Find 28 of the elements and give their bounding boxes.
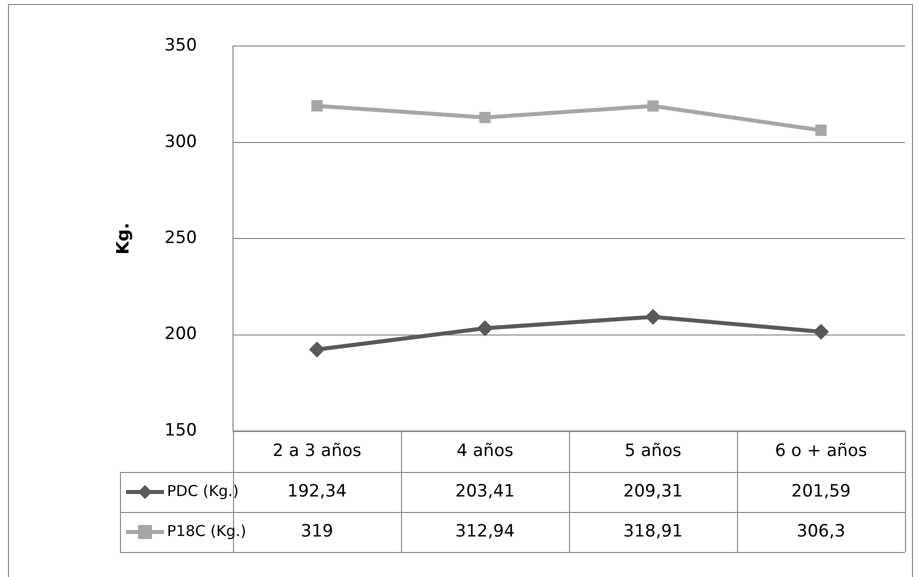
y-axis-title: Kg. (114, 222, 134, 255)
data-label: 312,94 (455, 521, 515, 542)
point (479, 112, 491, 124)
point (645, 308, 661, 325)
legend-label: P18C (Kg.) (167, 522, 246, 540)
y-tick-label: 250 (164, 228, 197, 248)
x-tick-label: 6 o + años (774, 440, 868, 461)
y-tick-label: 150 (164, 420, 197, 440)
data-label: 203,41 (455, 481, 515, 502)
point (647, 100, 659, 112)
data-label: 192,34 (287, 481, 347, 502)
point (815, 124, 827, 136)
y-tick-label: 300 (164, 132, 197, 152)
data-label: 318,91 (623, 521, 683, 542)
point (311, 100, 323, 112)
data-label: 306,3 (796, 521, 846, 542)
data-label: 201,59 (791, 481, 851, 502)
y-tick-label: 350 (164, 36, 197, 56)
data-label: 209,31 (623, 481, 683, 502)
y-tick-label: 200 (164, 324, 197, 344)
x-tick-label: 5 años (624, 440, 682, 461)
x-tick-label: 2 a 3 años (272, 440, 362, 461)
data-label: 319 (300, 521, 334, 542)
point (477, 320, 493, 336)
point (309, 342, 325, 358)
legend-label: PDC (Kg.) (167, 482, 239, 500)
x-tick-label: 4 años (456, 440, 514, 461)
point (813, 324, 829, 340)
